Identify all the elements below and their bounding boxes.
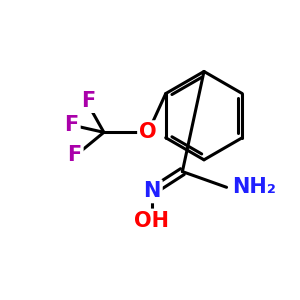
Text: NH₂: NH₂: [232, 177, 276, 197]
Text: O: O: [139, 122, 157, 142]
Text: F: F: [81, 91, 95, 111]
Text: F: F: [64, 116, 79, 136]
Text: F: F: [67, 145, 82, 165]
Text: OH: OH: [134, 211, 170, 231]
Text: N: N: [143, 181, 161, 201]
